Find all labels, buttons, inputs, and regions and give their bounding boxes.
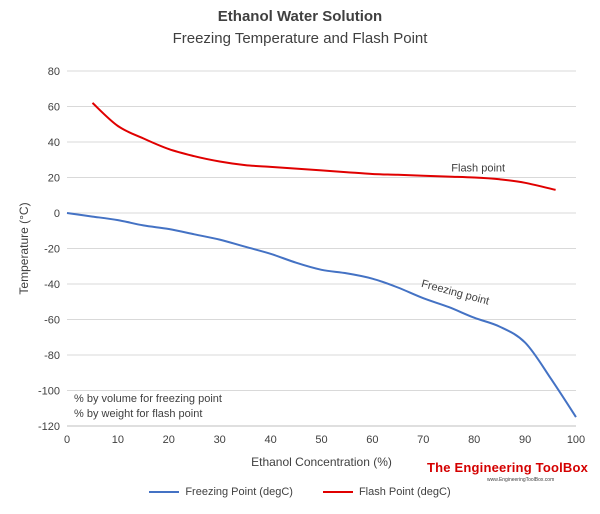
chart-title: Ethanol Water Solution [217, 8, 383, 25]
y-tick-label: 60 [48, 102, 60, 114]
x-tick-label: 50 [315, 434, 327, 446]
brand-url: www.EngineeringToolBox.com [487, 477, 555, 483]
legend-swatch-flash [322, 491, 353, 493]
legend-label-freezing: Freezing Point (degC) [185, 486, 293, 498]
y-tick-label: 0 [54, 208, 60, 220]
y-tick-label: -80 [44, 350, 60, 362]
legend-item-flash: Flash Point (degC) [322, 486, 451, 498]
x-tick-label: 80 [468, 434, 480, 446]
y-tick-label: 20 [48, 173, 60, 185]
x-tick-label: 60 [366, 434, 378, 446]
x-tick-label: 10 [112, 434, 124, 446]
note-weight: % by weight for flash point [74, 408, 203, 420]
x-tick-label: 100 [567, 434, 585, 446]
legend: Freezing Point (degC) Flash Point (degC) [0, 486, 600, 498]
y-tick-label: -60 [44, 315, 60, 327]
x-tick-label: 20 [163, 434, 175, 446]
x-tick-label: 70 [417, 434, 429, 446]
x-tick-label: 40 [264, 434, 276, 446]
brand-logo: The Engineering ToolBox [427, 460, 589, 475]
series-line-flash [91, 102, 556, 191]
y-tick-label: 40 [48, 137, 60, 149]
chart-subtitle: Freezing Temperature and Flash Point [172, 30, 428, 47]
series-label-flash: Flash point [451, 162, 505, 174]
series-label-freezing: Freezing point [420, 278, 490, 308]
x-tick-label: 30 [214, 434, 226, 446]
legend-label-flash: Flash Point (degC) [358, 486, 451, 498]
y-tick-label: -100 [38, 386, 60, 398]
y-axis-title: Temperature (°C) [17, 202, 31, 294]
y-tick-label: -120 [38, 421, 60, 433]
legend-item-freezing: Freezing Point (degC) [149, 486, 293, 498]
y-tick-label: 80 [48, 66, 60, 78]
y-tick-label: -20 [44, 244, 60, 256]
note-volume: % by volume for freezing point [74, 393, 222, 405]
legend-swatch-freezing [149, 491, 180, 493]
series-line-freezing [66, 212, 577, 418]
y-tick-label: -40 [44, 279, 60, 291]
x-tick-label: 0 [64, 434, 70, 446]
x-axis-title: Ethanol Concentration (%) [251, 455, 392, 469]
x-tick-label: 90 [519, 434, 531, 446]
